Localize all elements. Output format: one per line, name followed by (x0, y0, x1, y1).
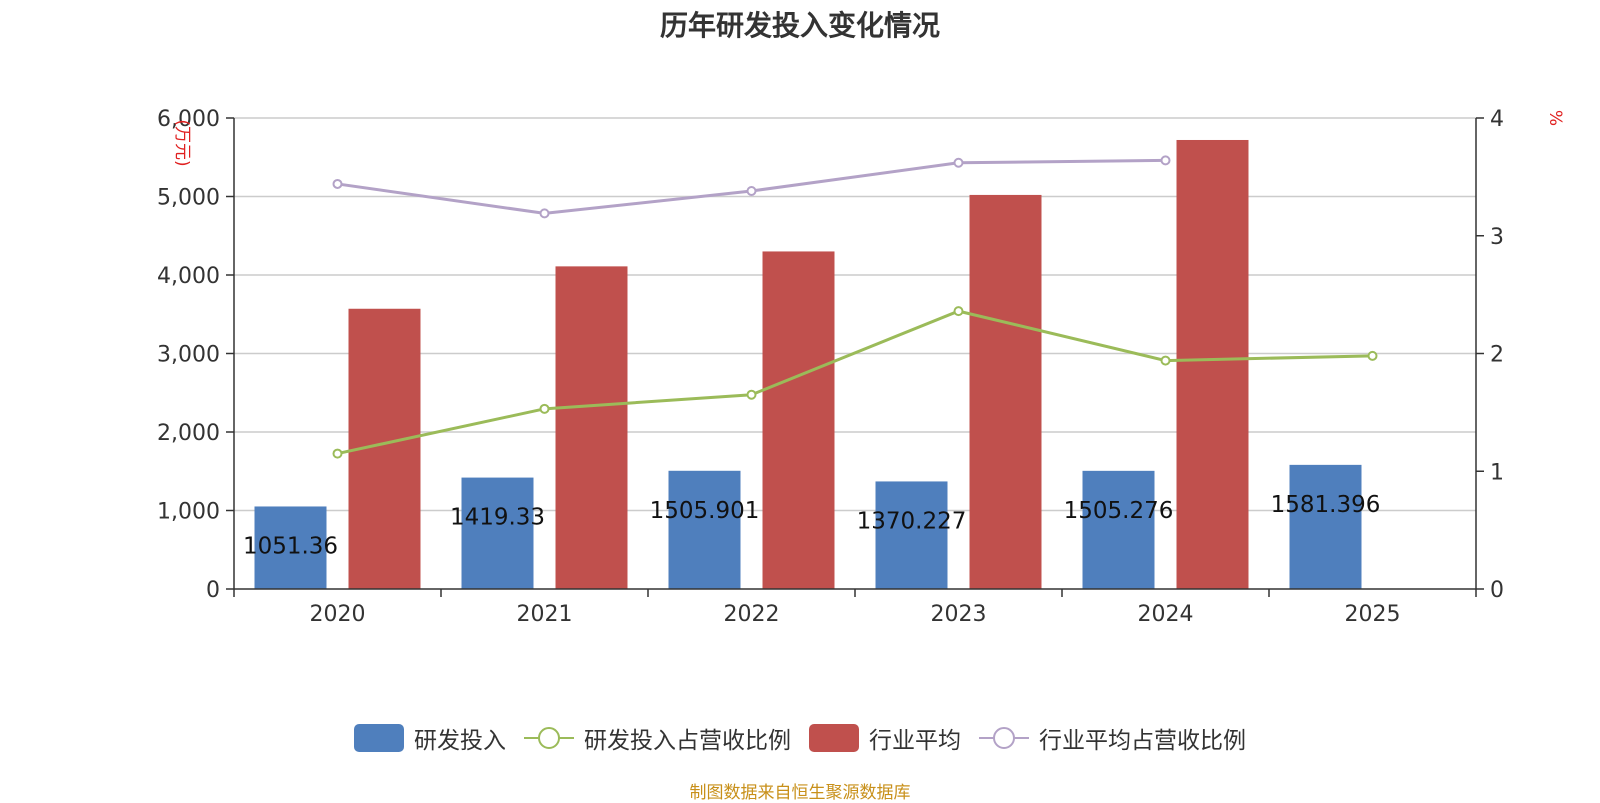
bar-rd-investment (875, 481, 948, 589)
left-axis-tick-label: 5,000 (157, 186, 220, 211)
bar-industry-average (762, 251, 835, 589)
x-axis-tick-label: 2020 (310, 602, 366, 627)
line-point (1160, 155, 1171, 166)
axes: 0 1,000 2,000 3,000 4,000 5,000 6,000 0 1 2 3 4 2020… (157, 107, 1565, 627)
legend-label: 行业平均 (869, 728, 961, 754)
right-axis-tick-label: 1 (1490, 460, 1504, 485)
bars (254, 139, 1362, 590)
bar-data-label: 1051.36 (243, 533, 338, 559)
bar-industry-average (555, 266, 628, 589)
right-axis-tick-label: 4 (1490, 107, 1504, 132)
bar-rd-investment (668, 470, 741, 589)
right-axis-tick-label: 2 (1490, 343, 1504, 368)
line-point (539, 208, 550, 219)
legend-item[interactable]: 研发投入占营收比例 (524, 721, 791, 755)
data-labels: 1051.36 1419.33 1505.901 1370.227 1505.276 15… (243, 492, 1380, 560)
bar-rd-investment (461, 477, 534, 589)
bar-rd-investment (1082, 470, 1155, 589)
left-axis-tick-label: 1,000 (157, 500, 220, 525)
left-axis-tick-label: 2,000 (157, 421, 220, 446)
bar-rd-investment (1289, 464, 1362, 589)
x-axis-tick-label: 2023 (931, 602, 987, 627)
bar-industry-average (969, 194, 1042, 589)
legend-swatch-line (979, 727, 1029, 749)
chart-title: 历年研发投入变化情况 (659, 9, 940, 42)
line-point (1367, 350, 1378, 361)
line-point (746, 186, 757, 197)
legend-swatch-bar (354, 724, 404, 752)
left-axis-tick-label: 4,000 (157, 264, 220, 289)
left-axis-tick-label: 6,000 (157, 107, 220, 132)
x-axis-tick-label: 2025 (1345, 602, 1401, 627)
line-point (332, 448, 343, 459)
right-axis-tick-label: 3 (1490, 225, 1504, 250)
bar-data-label: 1370.227 (857, 508, 967, 534)
legend-item[interactable]: 研发投入 (354, 721, 506, 755)
left-axis-tick-label: 3,000 (157, 343, 220, 368)
right-axis-tick-label: 0 (1490, 578, 1504, 603)
line-point (746, 389, 757, 400)
legend-label: 研发投入 (414, 728, 506, 754)
line-point (1160, 355, 1171, 366)
x-axis-tick-label: 2021 (517, 602, 573, 627)
legend: 研发投入 研发投入占营收比例 行业平均 行业平均占营收比例 (0, 718, 1600, 758)
bar-industry-average (1176, 139, 1249, 590)
legend-swatch-line (524, 727, 574, 749)
x-axis-tick-label: 2024 (1138, 602, 1194, 627)
bar-data-label: 1505.276 (1064, 498, 1174, 524)
x-axis-tick-label: 2022 (724, 602, 780, 627)
legend-label: 行业平均占营收比例 (1039, 728, 1246, 754)
legend-item[interactable]: 行业平均 (809, 721, 961, 755)
legend-item[interactable]: 行业平均占营收比例 (979, 721, 1246, 755)
line-point (953, 306, 964, 317)
left-axis-tick-label: 0 (206, 578, 220, 603)
bar-data-label: 1505.901 (650, 498, 760, 524)
line-point (332, 178, 343, 189)
right-axis-unit-label: % (1545, 110, 1565, 126)
line-rd-ratio (337, 309, 1373, 456)
legend-swatch-bar (809, 724, 859, 752)
source-note: 制图数据来自恒生聚源数据库 (689, 783, 911, 803)
bar-rd-investment (254, 506, 327, 589)
line-point (953, 157, 964, 168)
line-point (539, 403, 550, 414)
bar-data-label: 1419.33 (450, 505, 545, 531)
left-axis-unit-label: (万元) (172, 119, 192, 166)
legend-label: 研发投入占营收比例 (584, 728, 791, 754)
lines (332, 155, 1378, 459)
bar-data-label: 1581.396 (1271, 492, 1381, 518)
